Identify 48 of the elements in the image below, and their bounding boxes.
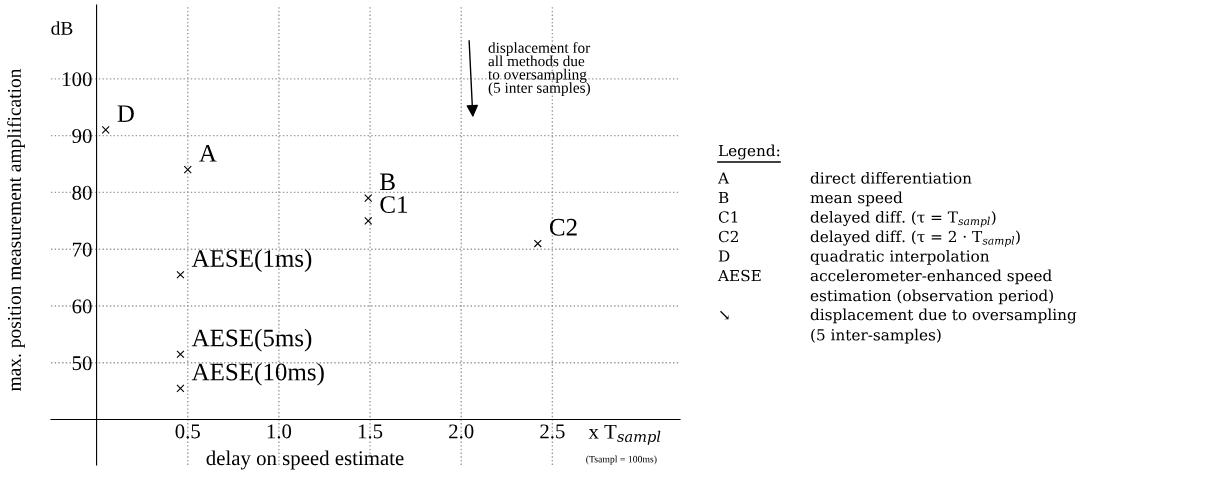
text: C1 (718, 211, 738, 223)
text: AESE (717, 269, 761, 282)
point (364, 194, 373, 203)
y-tick-label: 80 (72, 185, 92, 200)
x-tick-label: 1.5 (358, 424, 383, 439)
point (183, 165, 192, 174)
text: mean speed (810, 191, 903, 207)
text: direct differentiation (810, 172, 972, 184)
point (176, 384, 185, 393)
y-tick-label: 90 (72, 128, 92, 144)
text: A (717, 172, 730, 184)
y-tick-label: 50 (72, 356, 92, 371)
series-label: AESE(1ms) (191, 249, 312, 272)
x-tick-label: 0.5 (175, 424, 200, 439)
text: B (718, 191, 729, 204)
point (176, 270, 185, 279)
annotation: (Tsampl = 100ms) (586, 455, 657, 465)
y-tick-label: 60 (72, 299, 92, 314)
series-label: AESE(10ms) (191, 362, 324, 386)
text: D (718, 250, 730, 262)
text: displacement due to oversampling (5 inter-samples) (810, 308, 1077, 344)
series-label: C1 (380, 196, 408, 213)
y-tick-label: 70 (72, 242, 92, 257)
point (533, 239, 542, 248)
x-axis-title: delay on speed estimate (206, 450, 404, 470)
series-label: AESE(5ms) (191, 328, 312, 352)
y-axis-title: max. position measurement amplification (7, 68, 25, 392)
text: delayed diff. (τ = 2 · T$_{sampl}$) (810, 230, 1020, 247)
annotation: x T$_{sampl}$ (588, 424, 661, 445)
series-label: A (199, 145, 217, 162)
series-label: D (117, 105, 134, 122)
x-tick-label: 1.0 (267, 424, 292, 439)
series-label: C2 (549, 218, 577, 236)
series-label: B (380, 173, 395, 191)
text: accelerometer-enhanced speed estimation (observation period) (810, 269, 1053, 305)
text: delayed diff. (τ = T$_{sampl}$) (810, 211, 996, 228)
point (176, 350, 185, 359)
y-tick-label: 100 (63, 72, 92, 87)
annotation: displacement for all methods due to oversampling (5 inter samples) (488, 42, 591, 97)
text: Legend: (718, 144, 780, 160)
point (101, 125, 110, 134)
point (364, 216, 373, 225)
x-tick-label: 2.5 (540, 424, 565, 439)
text: C2 (718, 230, 738, 243)
text: quadratic interpolation (810, 250, 990, 265)
annotation: dB (51, 21, 73, 35)
text: ↘ (720, 310, 729, 320)
x-tick-label: 2.0 (449, 424, 474, 439)
